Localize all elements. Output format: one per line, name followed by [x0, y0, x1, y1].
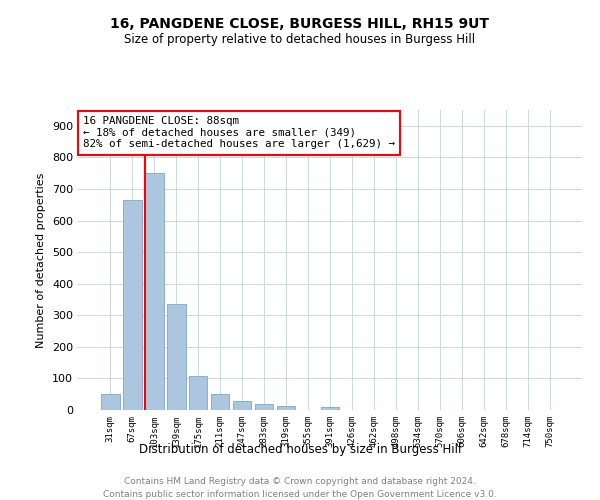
Bar — [277, 406, 295, 410]
Text: 16, PANGDENE CLOSE, BURGESS HILL, RH15 9UT: 16, PANGDENE CLOSE, BURGESS HILL, RH15 9… — [110, 18, 490, 32]
Bar — [101, 394, 119, 410]
Text: Size of property relative to detached houses in Burgess Hill: Size of property relative to detached ho… — [124, 32, 476, 46]
Y-axis label: Number of detached properties: Number of detached properties — [37, 172, 46, 348]
Bar — [189, 376, 208, 410]
Text: Contains public sector information licensed under the Open Government Licence v3: Contains public sector information licen… — [103, 490, 497, 499]
Bar — [320, 407, 340, 410]
Bar — [233, 402, 251, 410]
Bar — [123, 200, 142, 410]
Bar — [145, 173, 164, 410]
Text: Contains HM Land Registry data © Crown copyright and database right 2024.: Contains HM Land Registry data © Crown c… — [124, 478, 476, 486]
Bar — [255, 404, 274, 410]
Text: Distribution of detached houses by size in Burgess Hill: Distribution of detached houses by size … — [139, 442, 461, 456]
Text: 16 PANGDENE CLOSE: 88sqm
← 18% of detached houses are smaller (349)
82% of semi-: 16 PANGDENE CLOSE: 88sqm ← 18% of detach… — [83, 116, 395, 149]
Bar — [211, 394, 229, 410]
Bar — [167, 304, 185, 410]
